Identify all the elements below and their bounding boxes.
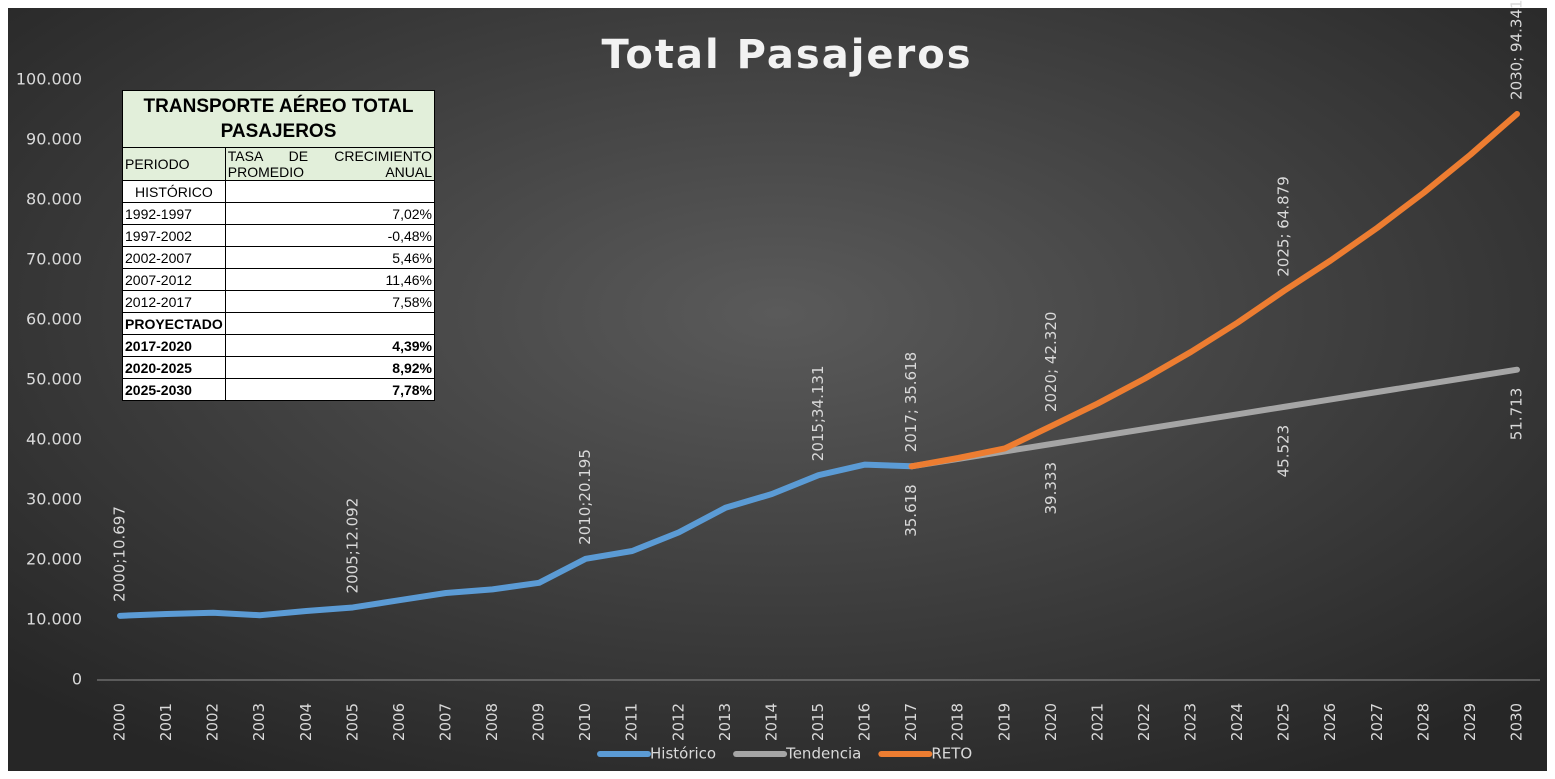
table-cell: 1992-1997 <box>122 202 226 225</box>
x-tick-label: 2014 <box>762 703 780 741</box>
x-tick-label: 2009 <box>530 703 548 741</box>
table-row: 1992-1997 7,02% <box>122 202 436 225</box>
y-tick-label: 50.000 <box>26 370 82 389</box>
legend-label: Histórico <box>650 745 716 763</box>
table-cell: 7,78% <box>224 378 436 401</box>
table-cell: 2002-2007 <box>122 246 226 269</box>
table-cell: TASA DE CRECIMIENTO PROMEDIO ANUAL <box>224 147 436 181</box>
data-label: 39.333 <box>1042 462 1060 515</box>
x-tick-label: 2021 <box>1088 703 1106 741</box>
table-cell <box>224 312 436 335</box>
data-label: 2015;34.131 <box>809 365 827 461</box>
y-tick-label: 100.000 <box>16 70 82 89</box>
x-tick-label: 2020 <box>1042 703 1060 741</box>
x-tick-label: 2000 <box>111 703 129 741</box>
series-line <box>908 110 1520 470</box>
x-tick-label: 2017 <box>902 703 920 741</box>
x-tick-label: 2022 <box>1135 703 1153 741</box>
growth-table: TRANSPORTE AÉREO TOTAL PASAJEROS PERIODO T… <box>122 90 436 401</box>
x-tick-label: 2029 <box>1461 703 1479 741</box>
data-label: 2010;20.195 <box>576 449 594 545</box>
y-tick-label: 90.000 <box>26 130 82 149</box>
table-cell: PERIODO <box>122 147 226 181</box>
data-label: 2005;12.092 <box>343 498 361 594</box>
x-tick-label: 2004 <box>297 703 315 741</box>
table-cell <box>224 180 436 203</box>
series-line <box>908 366 1520 470</box>
table-cell: TRANSPORTE AÉREO TOTAL PASAJEROS <box>122 90 435 148</box>
y-tick-label: 20.000 <box>26 550 82 569</box>
table-row: 2007-2012 11,46% <box>122 268 436 291</box>
table-cell: 2025-2030 <box>122 378 226 401</box>
x-tick-label: 2012 <box>669 703 687 741</box>
data-label: 2020; 42.320 <box>1042 312 1060 412</box>
table-row: HISTÓRICO <box>122 180 436 203</box>
x-tick-label: 2002 <box>204 703 222 741</box>
table-row: 2020-2025 8,92% <box>122 356 436 379</box>
data-label: 51.713 <box>1508 388 1526 441</box>
x-tick-label: 2030 <box>1508 703 1526 741</box>
y-tick-label: 0 <box>72 670 82 689</box>
x-tick-label: 2027 <box>1368 703 1386 741</box>
table-row: 2002-2007 5,46% <box>122 246 436 269</box>
table-cell: HISTÓRICO <box>122 180 226 203</box>
table-row: 2012-2017 7,58% <box>122 290 436 313</box>
table-row: PROYECTADO <box>122 312 436 335</box>
data-label: 35.618 <box>902 484 920 537</box>
x-tick-label: 2013 <box>716 703 734 741</box>
x-tick-label: 2011 <box>623 703 641 741</box>
x-tick-label: 2006 <box>390 703 408 741</box>
y-tick-label: 60.000 <box>26 310 82 329</box>
table-row: 2017-2020 4,39% <box>122 334 436 357</box>
y-tick-label: 10.000 <box>26 610 82 629</box>
y-tick-label: 40.000 <box>26 430 82 449</box>
data-label: 2017; 35.618 <box>902 352 920 452</box>
table-row: PERIODO TASA DE CRECIMIENTO PROMEDIO ANUA… <box>122 147 436 181</box>
data-label: 2030; 94.341 <box>1508 0 1526 100</box>
table-row: TRANSPORTE AÉREO TOTAL PASAJEROS <box>122 90 435 148</box>
x-tick-label: 2024 <box>1228 703 1246 741</box>
data-label: 2000;10.697 <box>111 506 129 602</box>
table-row: 1997-2002 -0,48% <box>122 224 436 247</box>
table-cell: 2020-2025 <box>122 356 226 379</box>
x-tick-label: 2007 <box>436 703 454 741</box>
table-cell: 2012-2017 <box>122 290 226 313</box>
table-cell: 7,58% <box>224 290 436 313</box>
legend-label: Tendencia <box>785 745 861 763</box>
x-tick-label: 2026 <box>1321 703 1339 741</box>
legend-label: RETO <box>931 745 972 763</box>
table-cell: -0,48% <box>224 224 436 247</box>
data-label: 45.523 <box>1275 425 1293 478</box>
x-tick-label: 2003 <box>250 703 268 741</box>
table-cell: PROYECTADO <box>122 312 226 335</box>
x-tick-label: 2001 <box>157 703 175 741</box>
table-cell: 1997-2002 <box>122 224 226 247</box>
x-tick-label: 2028 <box>1414 703 1432 741</box>
y-tick-label: 70.000 <box>26 250 82 269</box>
table-cell: 11,46% <box>224 268 436 291</box>
series-line <box>117 461 915 619</box>
table-cell: 4,39% <box>224 334 436 357</box>
chart-title: Total Pasajeros <box>601 32 972 78</box>
x-tick-label: 2010 <box>576 703 594 741</box>
table-cell: 5,46% <box>224 246 436 269</box>
x-tick-label: 2016 <box>856 703 874 741</box>
table-cell: 2017-2020 <box>122 334 226 357</box>
x-tick-label: 2005 <box>343 703 361 741</box>
y-tick-label: 30.000 <box>26 490 82 509</box>
table-cell: 8,92% <box>224 356 436 379</box>
x-tick-label: 2019 <box>995 703 1013 741</box>
y-tick-label: 80.000 <box>26 190 82 209</box>
x-tick-label: 2018 <box>949 703 967 741</box>
x-tick-label: 2008 <box>483 703 501 741</box>
x-tick-label: 2015 <box>809 703 827 741</box>
data-label: 2025; 64.879 <box>1275 176 1293 276</box>
x-tick-label: 2023 <box>1182 703 1200 741</box>
table-cell: 2007-2012 <box>122 268 226 291</box>
x-tick-label: 2025 <box>1275 703 1293 741</box>
table-cell: 7,02% <box>224 202 436 225</box>
table-row: 2025-2030 7,78% <box>122 378 436 401</box>
